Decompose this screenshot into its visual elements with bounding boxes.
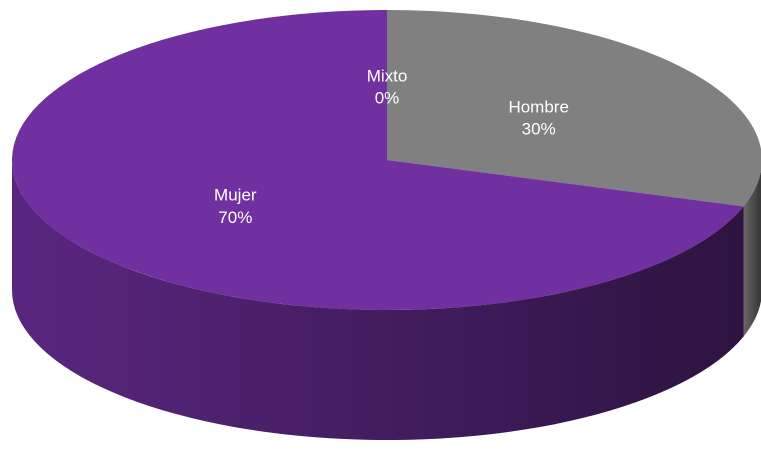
category-label: Hombre <box>508 98 568 117</box>
slice-label: Mujer 70% <box>214 186 257 227</box>
category-label: Mujer <box>214 186 257 205</box>
value-label: 0% <box>375 89 400 108</box>
slice-side-shade <box>743 170 761 337</box>
value-label: 30% <box>522 120 556 139</box>
slice-label: Mixto 0% <box>367 67 408 108</box>
slice-side-shade <box>11 160 744 441</box>
value-label: 70% <box>218 208 252 227</box>
slice <box>387 10 761 207</box>
slice <box>11 10 744 311</box>
slice-label: Hombre 30% <box>508 98 568 139</box>
category-label: Mixto <box>367 67 408 86</box>
